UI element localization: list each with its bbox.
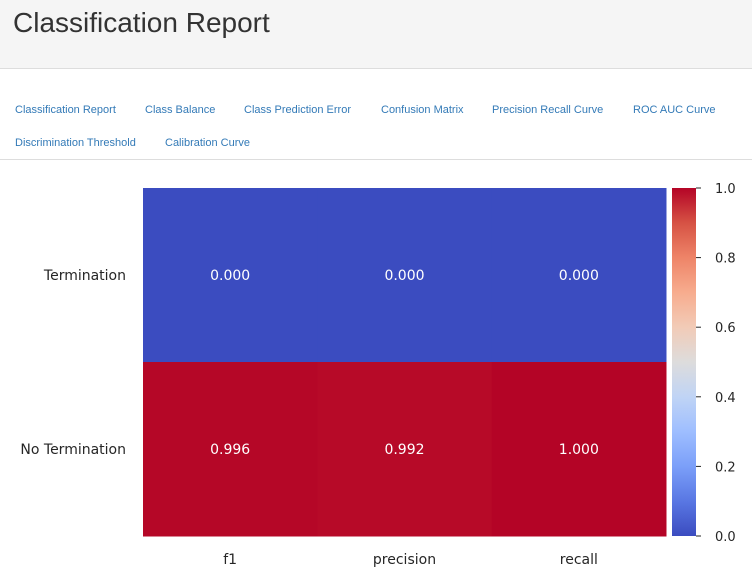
heatmap-cell-value: 1.000	[559, 442, 599, 458]
colorbar-gradient	[672, 188, 696, 536]
page-title: Classification Report	[13, 7, 270, 38]
heatmap-cell-labels: 0.000 0.000 0.000 0.996 0.992 1.000	[210, 268, 599, 458]
colorbar-tick-label: 0.4	[715, 391, 736, 406]
colorbar-tick-label: 0.0	[715, 530, 736, 545]
heatmap-cell	[317, 188, 493, 363]
tab-calibration-curve[interactable]: Calibration Curve	[165, 137, 250, 149]
heatmap-cell-value: 0.000	[384, 268, 424, 284]
heatmap-cells	[143, 188, 667, 537]
column-label: f1	[223, 552, 237, 568]
heatmap-cell	[143, 188, 318, 363]
heatmap-cell-value: 0.992	[384, 442, 424, 458]
colorbar-tick-label: 0.6	[715, 321, 736, 336]
tab-classification-report[interactable]: Classification Report	[15, 104, 116, 116]
heatmap-cell	[491, 362, 667, 537]
row-label: No Termination	[20, 442, 126, 458]
tab-precision-recall-curve[interactable]: Precision Recall Curve	[492, 104, 604, 116]
heatmap-cell	[143, 362, 318, 537]
heatmap-row-labels: Termination No Termination	[20, 268, 126, 458]
heatmap-column-labels: f1 precision recall	[223, 552, 598, 568]
heatmap-cell	[491, 188, 667, 363]
tab-confusion-matrix[interactable]: Confusion Matrix	[381, 104, 464, 116]
column-label: recall	[560, 552, 598, 568]
classification-heatmap-chart: 0.000 0.000 0.000 0.996 0.992 1.000 Terminati…	[0, 160, 752, 575]
heatmap-cell-value: 0.996	[210, 442, 250, 458]
heatmap-cell-value: 0.000	[210, 268, 250, 284]
report-tabs: Classification Report Class Balance Clas…	[0, 92, 752, 160]
tab-class-balance[interactable]: Class Balance	[145, 104, 216, 116]
tab-discrimination-threshold[interactable]: Discrimination Threshold	[15, 137, 136, 149]
column-label: precision	[373, 552, 436, 568]
colorbar-tick-label: 0.8	[715, 252, 736, 267]
colorbar: 0.0 0.2 0.4 0.6 0.8 1.0	[672, 182, 736, 545]
tab-roc-auc-curve[interactable]: ROC AUC Curve	[633, 104, 716, 116]
colorbar-tick-label: 1.0	[715, 182, 736, 197]
heatmap-cell-value: 0.000	[559, 268, 599, 284]
page-header: Classification Report	[0, 0, 752, 69]
heatmap-cell	[317, 362, 493, 537]
row-label: Termination	[43, 268, 126, 284]
heatmap-svg: 0.000 0.000 0.000 0.996 0.992 1.000 Terminati…	[20, 182, 736, 568]
tab-class-prediction-error[interactable]: Class Prediction Error	[244, 104, 351, 116]
colorbar-tick-label: 0.2	[715, 460, 736, 475]
